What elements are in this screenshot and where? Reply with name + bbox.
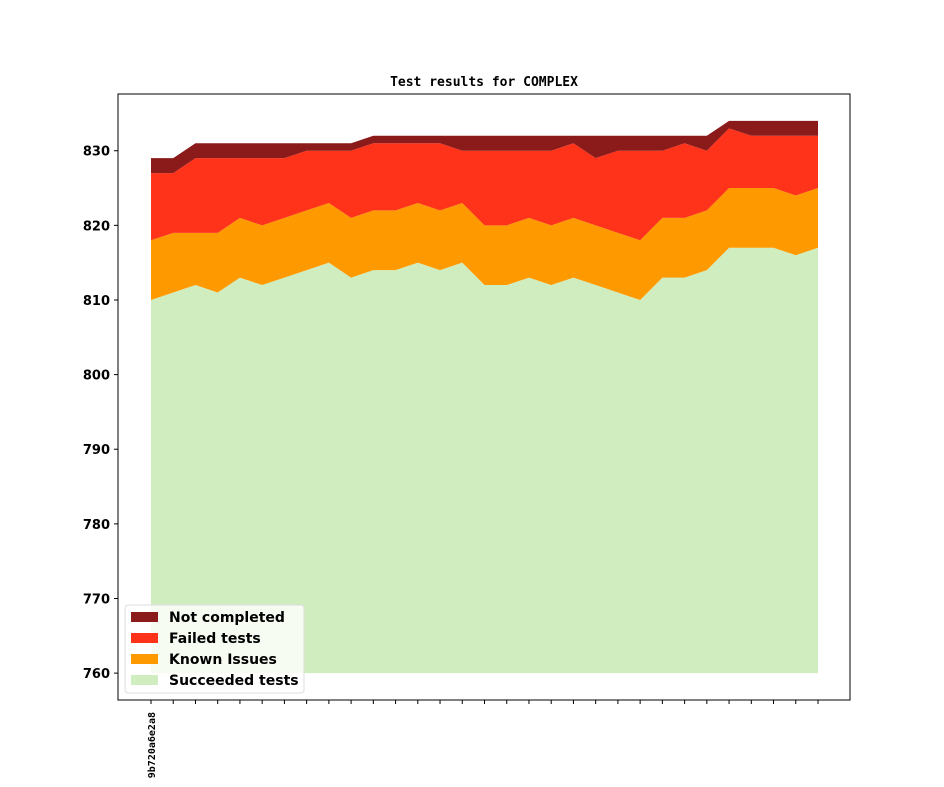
legend-box [124,604,305,694]
legend-swatch [131,612,158,622]
y-tick-label: 780 [83,518,110,533]
y-tick-label: 830 [83,145,110,160]
legend-label: Failed tests [169,631,261,647]
area-known-issues [151,188,818,300]
y-tick-label: 820 [83,219,110,234]
chart-title: Test results for COMPLEX [390,75,578,90]
area-succeeded-tests [151,247,818,674]
legend: Not completed Failed tests Known Issues Suc… [124,604,305,694]
legend-label: Succeeded tests [169,673,299,689]
legend-label: Known Issues [169,652,277,668]
area-failed-tests [151,128,818,241]
legend-label: Not completed [169,610,285,626]
legend-swatch [131,675,158,685]
legend-swatch [131,654,158,664]
legend-swatch [131,633,158,643]
y-tick-label: 800 [83,369,110,384]
y-tick-label: 770 [83,593,110,608]
x-tick-label: 9b720a6e2a8 [147,712,158,778]
y-tick-label: 790 [83,443,110,458]
y-tick-label: 760 [83,667,110,682]
y-axis: 760 770 780 790 800 810 820 830 [83,145,118,682]
x-axis: 9b720a6e2a8 [147,700,819,778]
area-not-completed [151,120,818,174]
areas [151,120,818,674]
y-tick-label: 810 [83,294,110,309]
